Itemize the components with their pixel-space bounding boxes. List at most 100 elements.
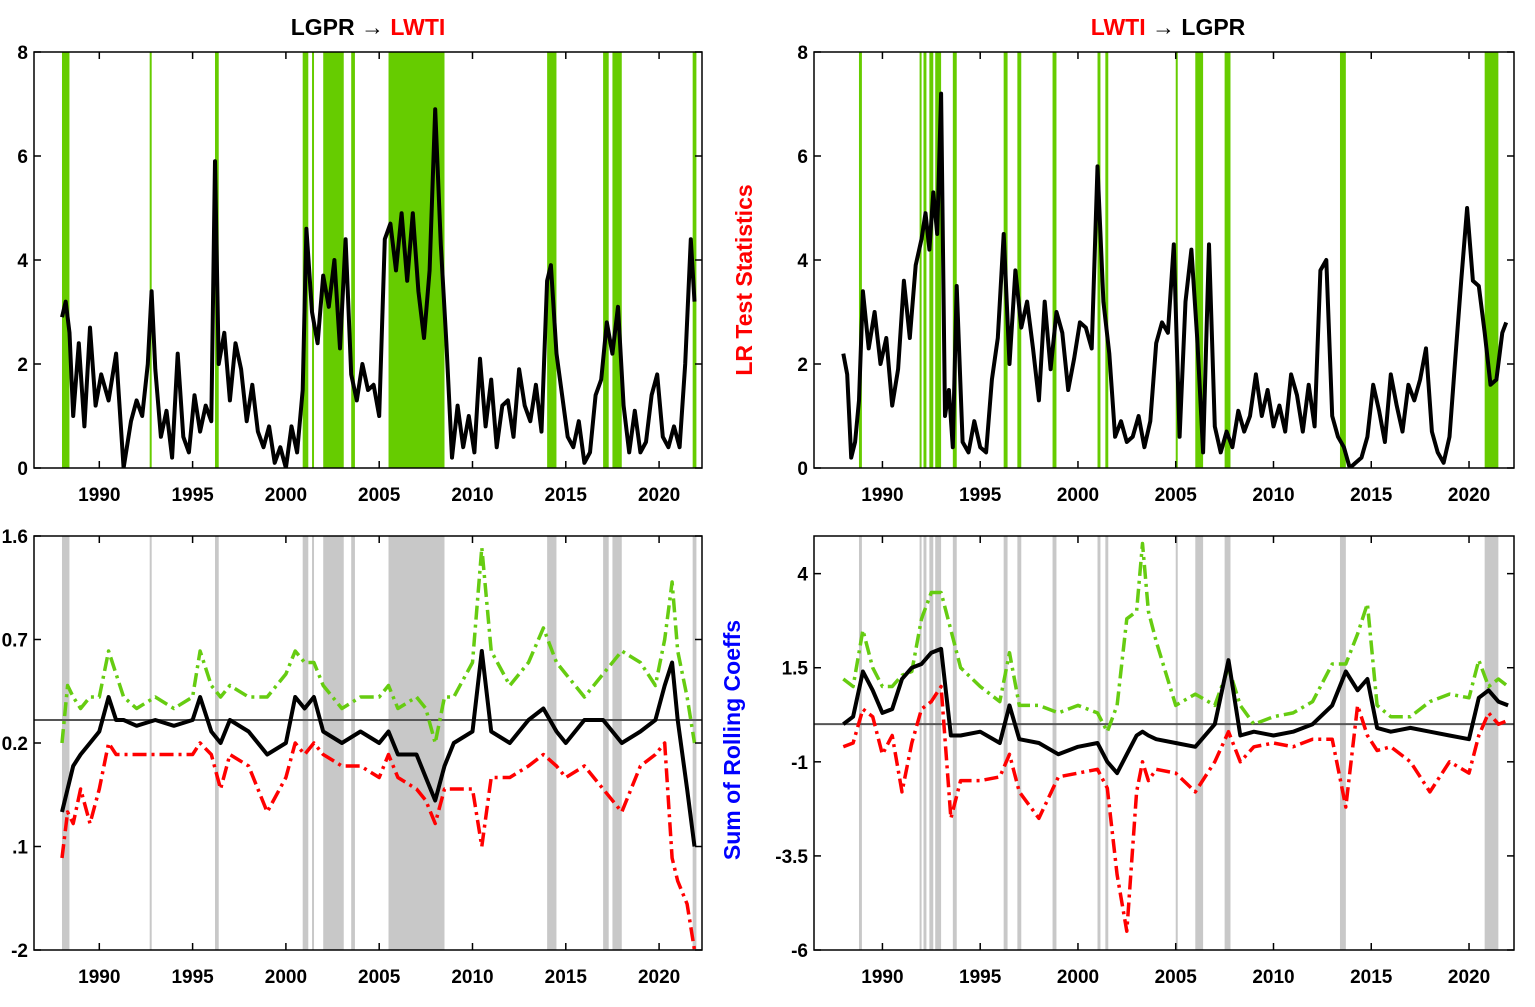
y-tick-label: 0 <box>17 459 28 480</box>
shaded-band <box>603 52 609 468</box>
panel-title: LWTI → LGPR <box>1091 14 1246 40</box>
axes-frame <box>813 51 1515 469</box>
x-tick-label: 2000 <box>265 967 307 988</box>
x-tick-label: 1995 <box>959 485 1002 506</box>
series-lines <box>841 91 1509 468</box>
shaded-band <box>1195 52 1204 468</box>
x-tick-label: 1990 <box>78 485 120 506</box>
shaded-band <box>929 52 934 468</box>
panel-coef-lwti-lgpr: Sum of Rolling Coeffs 1990 1995 2000 2005 20… <box>719 535 1515 988</box>
shaded-band <box>692 536 697 950</box>
x-tick-label: 1990 <box>861 967 903 988</box>
shaded-band <box>929 536 934 950</box>
panel-title: LGPR → LWTI <box>291 14 446 40</box>
series-line <box>842 684 1509 933</box>
y-tick-label: 0 <box>797 459 808 480</box>
shaded-band <box>612 536 622 950</box>
y-tick-label: .1 <box>12 838 28 859</box>
series-line <box>842 541 1510 734</box>
x-tick-label: 2005 <box>1155 485 1198 506</box>
shaded-band <box>1484 52 1499 468</box>
panel-coef-lgpr-lwti: 1990 1995 2000 2005 2010 2015 2020 -2 .1 0.2 0.7 1.… <box>2 527 703 988</box>
x-tick-label: 2010 <box>451 967 493 988</box>
shaded-band <box>1097 52 1101 468</box>
series-line <box>842 646 1509 776</box>
title-part: LGPR <box>291 14 355 40</box>
shaded-band <box>612 52 622 468</box>
series-line <box>60 649 697 847</box>
y-tick-label: -2 <box>11 941 28 962</box>
shaded-band <box>1052 536 1057 950</box>
y-tick-label: 0.2 <box>2 734 28 755</box>
shaded-band <box>312 52 315 468</box>
plot-area: 1990 1995 2000 2005 2010 2015 2020 -6 -3.5 -1 1.5 4 <box>775 535 1515 988</box>
title-part: LGPR <box>1181 14 1245 40</box>
x-tick-label: 1995 <box>171 485 214 506</box>
x-tick-label: 1990 <box>78 967 120 988</box>
y-tick-label: 4 <box>797 565 808 586</box>
shaded-band <box>351 536 355 950</box>
shaded-band <box>1339 52 1346 468</box>
x-tick-label: 2015 <box>1350 967 1393 988</box>
panel-lr-lgpr-lwti: LGPR → LWTI 1990 1995 2000 2005 2010 2015 2020… <box>17 14 703 506</box>
y-tick-label: 8 <box>797 43 808 64</box>
shaded-band <box>1017 536 1022 950</box>
x-tick-label: 2015 <box>545 485 588 506</box>
y-tick-label: 6 <box>797 147 808 168</box>
y-tick-label: 2 <box>797 355 808 376</box>
shaded-band <box>692 52 697 468</box>
y-axis-label: Sum of Rolling Coeffs <box>719 620 745 860</box>
shaded-band <box>952 52 957 468</box>
shaded-band <box>351 52 355 468</box>
x-tick-label: 2000 <box>265 485 307 506</box>
shaded-bands <box>61 536 697 950</box>
x-tick-label: 2005 <box>1155 967 1198 988</box>
y-tick-label: -1 <box>791 753 808 774</box>
y-tick-label: 6 <box>17 147 28 168</box>
shaded-band <box>858 536 862 950</box>
x-tick-label: 2015 <box>1350 485 1393 506</box>
y-tick-label: 0.7 <box>2 631 28 652</box>
y-tick-label: 4 <box>17 251 28 272</box>
shaded-band <box>1484 536 1499 950</box>
title-part: → <box>1146 14 1182 40</box>
x-tick-label: 1995 <box>959 967 1002 988</box>
title-part: LWTI <box>390 14 445 40</box>
shaded-band <box>1224 536 1231 950</box>
x-tick-label: 1995 <box>171 967 214 988</box>
y-tick-label: 1.5 <box>782 659 809 680</box>
shaded-band <box>858 52 862 468</box>
shaded-band <box>923 52 927 468</box>
shaded-band <box>935 536 942 950</box>
x-tick-label: 2005 <box>358 485 401 506</box>
series-lines <box>60 545 697 950</box>
y-tick-label: -6 <box>791 941 808 962</box>
plot-area: 1990 1995 2000 2005 2010 2015 2020 0 2 4 6 8 <box>797 43 1515 506</box>
shaded-band <box>919 52 922 468</box>
x-tick-label: 2005 <box>358 967 401 988</box>
shaded-band <box>1224 52 1231 468</box>
title-part: → <box>355 14 391 40</box>
shaded-band <box>149 52 152 468</box>
x-tick-label: 2020 <box>1448 967 1490 988</box>
shaded-band <box>1052 52 1057 468</box>
shaded-band <box>323 536 344 950</box>
x-tick-label: 2000 <box>1057 485 1099 506</box>
shaded-band <box>919 536 922 950</box>
shaded-band <box>214 536 219 950</box>
shaded-band <box>935 52 942 468</box>
series-line <box>60 741 697 950</box>
x-tick-label: 2010 <box>1252 485 1294 506</box>
shaded-band <box>547 536 557 950</box>
shaded-band <box>388 536 445 950</box>
shaded-band <box>547 52 557 468</box>
shaded-band <box>952 536 957 950</box>
shaded-band <box>61 52 70 468</box>
shaded-band <box>1339 536 1346 950</box>
series-line <box>60 545 697 745</box>
y-tick-label: -3.5 <box>775 847 808 868</box>
shaded-band <box>1105 536 1109 950</box>
panel-lr-lwti-lgpr: LWTI → LGPR LR Test Statistics 1990 1995 2… <box>731 14 1515 506</box>
axes-frame <box>813 535 1515 951</box>
